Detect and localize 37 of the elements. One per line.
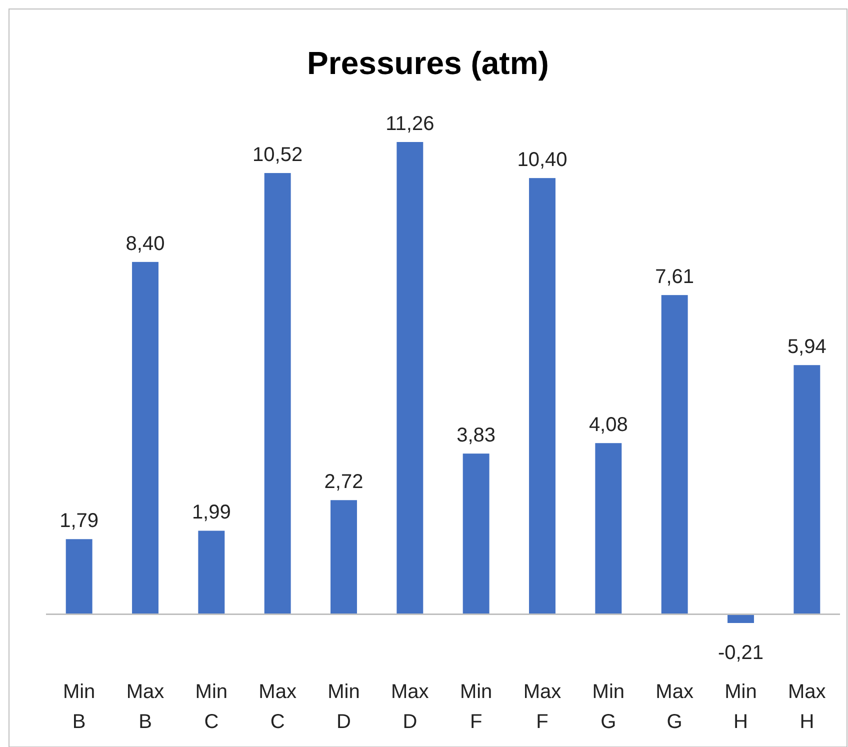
bar bbox=[330, 500, 357, 614]
x-tick-label: Max H bbox=[788, 681, 826, 733]
x-tick-label: Min B bbox=[62, 681, 96, 733]
x-tick-label: Max G bbox=[656, 681, 694, 733]
bar bbox=[661, 295, 688, 614]
data-label: 8,40 bbox=[126, 232, 165, 255]
bar bbox=[728, 614, 754, 623]
chart-title: Pressures (atm) bbox=[307, 45, 549, 81]
bar bbox=[264, 173, 291, 614]
data-label: 4,08 bbox=[588, 414, 628, 436]
data-label: 7,61 bbox=[655, 266, 694, 288]
x-tick-label: Min D bbox=[328, 681, 360, 733]
data-label: -0,21 bbox=[718, 642, 764, 664]
x-tick-label: Max B bbox=[126, 681, 164, 733]
x-tick-label: Max D bbox=[391, 681, 429, 733]
bar bbox=[595, 443, 622, 614]
data-label: 1,79 bbox=[60, 510, 99, 532]
x-tick-label: Max C bbox=[258, 681, 296, 733]
x-tick-label: Min G bbox=[592, 681, 625, 733]
bar bbox=[462, 454, 490, 614]
bar bbox=[529, 178, 556, 614]
data-label: 5,94 bbox=[787, 336, 826, 358]
data-label: 2,72 bbox=[324, 471, 364, 494]
bar bbox=[794, 365, 820, 614]
x-tick-label: Min H bbox=[724, 681, 757, 733]
data-label: 10,40 bbox=[517, 149, 568, 172]
bar bbox=[396, 142, 424, 614]
bar bbox=[132, 262, 158, 614]
bar bbox=[66, 539, 92, 614]
data-label: 10,52 bbox=[252, 144, 303, 166]
bar bbox=[198, 530, 225, 614]
x-tick-label: Min C bbox=[195, 681, 228, 733]
x-tick-label: Max F bbox=[523, 681, 562, 733]
data-label: 1,99 bbox=[192, 502, 231, 524]
data-label: 11,26 bbox=[386, 113, 434, 135]
x-tick-label: Min F bbox=[460, 681, 492, 733]
data-label: 3,83 bbox=[456, 424, 496, 447]
